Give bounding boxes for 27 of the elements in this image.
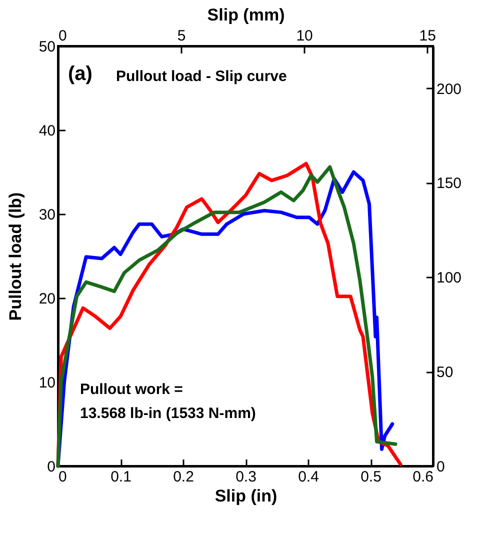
x-tick-label: 0.5: [360, 468, 382, 486]
y2-tick-label: 200: [436, 80, 462, 98]
y-tick-label: 20: [38, 290, 56, 308]
x2-tick-label: 0: [58, 28, 67, 44]
y-tick-label: 40: [38, 122, 56, 140]
y2-tick-label: 100: [436, 270, 462, 287]
x-tick-label: 0.6: [412, 468, 434, 486]
x-axis-title: Slip (in): [214, 486, 278, 506]
y-axis-title: Pullout load (lb): [6, 192, 25, 321]
x-tick-label: 0.2: [173, 468, 194, 486]
y2-tick-label: 50: [436, 364, 454, 382]
x2-axis-title: Slip (mm): [207, 6, 285, 24]
x2-tick-label: 10: [296, 28, 313, 44]
x2-tick-label: 5: [177, 28, 186, 44]
annotation: Pullout work =: [80, 381, 184, 398]
x-tick-label: 0: [58, 468, 67, 486]
x2-tick-label: 15: [419, 28, 436, 44]
x-tick-label: 0.3: [236, 468, 256, 486]
annotation: 13.568 lb-in (1533 N-mm): [80, 405, 256, 422]
x-tick-label: 0.1: [110, 468, 132, 486]
x-tick-label: 0.4: [298, 468, 319, 486]
y-tick-label: 50: [38, 38, 56, 56]
y2-tick-label: 150: [436, 175, 462, 192]
y-tick-label: 10: [38, 374, 56, 392]
annotation: Pullout load - Slip curve: [116, 68, 287, 85]
y-tick-label: 30: [38, 206, 56, 224]
annotation: (a): [68, 63, 92, 85]
